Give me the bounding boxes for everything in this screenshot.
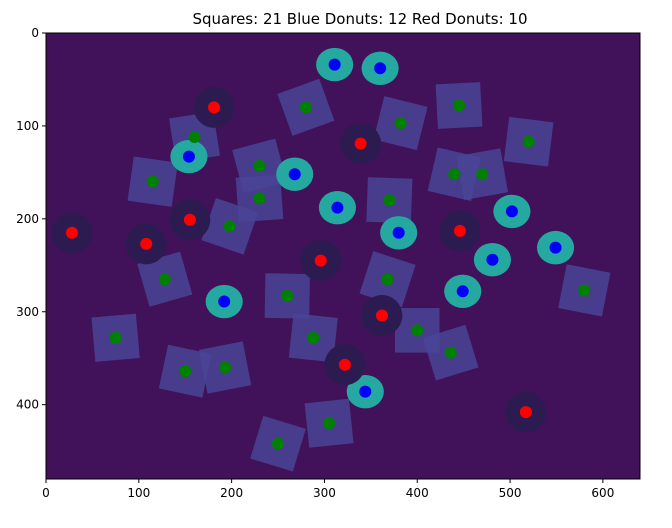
red-donut-marker <box>140 237 153 250</box>
square-marker <box>381 273 394 286</box>
blue-donut-marker <box>505 205 518 218</box>
plot-frame <box>45 32 641 480</box>
x-tick-label: 400 <box>406 486 429 500</box>
square-marker <box>146 175 159 188</box>
blue-donut-marker <box>182 150 195 163</box>
square-marker <box>307 331 320 344</box>
y-tick-label: 200 <box>16 212 39 226</box>
y-axis: 0 100 200 300 400 <box>16 26 46 412</box>
square-marker <box>411 324 424 337</box>
square-marker <box>448 168 461 181</box>
square-marker <box>453 99 466 112</box>
square-marker <box>158 273 171 286</box>
square-marker <box>179 365 192 378</box>
square-marker <box>476 168 489 181</box>
y-tick-label: 300 <box>16 305 39 319</box>
chart-title: Squares: 21 Blue Donuts: 12 Red Donuts: … <box>193 10 528 28</box>
blue-donut-marker <box>392 226 405 239</box>
square-marker <box>223 220 236 233</box>
x-tick-label: 300 <box>313 486 336 500</box>
x-axis: 0 100 200 300 400 500 600 <box>42 479 614 500</box>
square-marker <box>299 101 312 114</box>
square-marker <box>394 117 407 130</box>
red-donut-marker <box>453 224 466 237</box>
square-marker <box>109 331 122 344</box>
x-tick-label: 600 <box>591 486 614 500</box>
y-tick-label: 400 <box>16 398 39 412</box>
blue-donut-marker <box>331 201 344 214</box>
blue-donut-marker <box>486 253 499 266</box>
x-tick-label: 0 <box>42 486 50 500</box>
square-marker <box>219 361 232 374</box>
blue-donut-marker <box>328 58 341 71</box>
red-donut-marker <box>183 213 196 226</box>
y-tick-label: 0 <box>31 26 39 40</box>
blue-donut-marker <box>288 168 301 181</box>
red-donut-marker <box>207 101 220 114</box>
red-donut-marker <box>354 137 367 150</box>
detection-markers <box>65 58 591 450</box>
square-marker <box>383 194 396 207</box>
blue-donut-marker <box>374 62 387 75</box>
x-tick-label: 500 <box>499 486 522 500</box>
square-marker <box>272 437 285 450</box>
red-donut-marker <box>375 309 388 322</box>
red-donut-marker <box>519 406 532 419</box>
blue-donut-marker <box>456 285 469 298</box>
x-tick-label: 100 <box>127 486 150 500</box>
square-marker <box>253 192 266 205</box>
square-marker <box>188 131 201 144</box>
blue-donut-marker <box>549 241 562 254</box>
square-marker <box>323 417 336 430</box>
blue-donut-marker <box>359 385 372 398</box>
x-tick-label: 200 <box>220 486 243 500</box>
square-marker <box>253 159 266 172</box>
red-donut-marker <box>65 226 78 239</box>
red-donut-marker <box>314 254 327 267</box>
square-marker <box>522 135 535 148</box>
red-donut-marker <box>338 358 351 371</box>
square-marker <box>578 284 591 297</box>
blue-donut-marker <box>218 295 231 308</box>
y-tick-label: 100 <box>16 119 39 133</box>
square-marker <box>444 346 457 359</box>
square-marker <box>281 289 294 302</box>
